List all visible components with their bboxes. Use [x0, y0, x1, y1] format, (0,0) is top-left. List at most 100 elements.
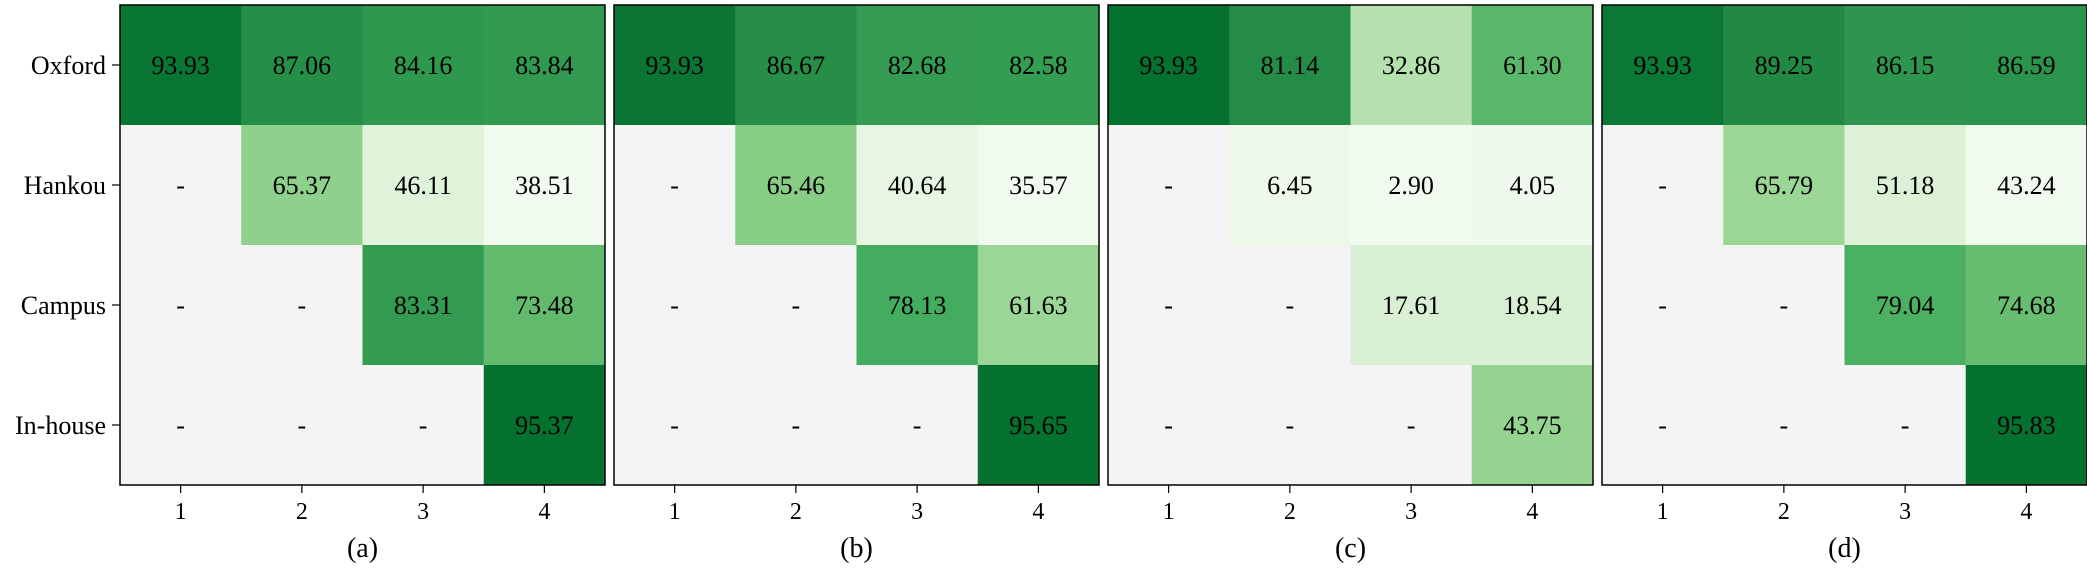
- heatmap-panel-a: 93.93 87.06 84.16 83.84 - 65.37 46.11 38.51 - - 83…: [112, 4, 606, 564]
- x-tick-label: 3: [417, 499, 429, 525]
- cell-value: -: [176, 171, 185, 200]
- heatmap-cell: [735, 245, 857, 366]
- heatmap-cell: [1108, 365, 1230, 486]
- cell-value: -: [298, 411, 307, 440]
- heatmap-cell: [977, 365, 1100, 486]
- cell-value: 40.64: [888, 171, 947, 200]
- heatmap-cell: [614, 5, 736, 126]
- cell-value: -: [1780, 291, 1789, 320]
- x-tick-label: 3: [911, 499, 923, 525]
- heatmap-cell: [120, 5, 242, 126]
- heatmap-cell: [1602, 245, 1724, 366]
- x-tick-label: 1: [1657, 499, 1669, 525]
- heatmap-cell: [735, 125, 857, 246]
- heatmap-cell: [120, 125, 242, 246]
- heatmap-cell: [1844, 245, 1967, 366]
- heatmap-cell: [120, 365, 242, 486]
- heatmap-cell: [483, 125, 606, 246]
- cell-value: 51.18: [1876, 171, 1935, 200]
- heatmap-cell: [241, 5, 363, 126]
- cell-value: 87.06: [273, 51, 332, 80]
- x-tick-label: 1: [669, 499, 681, 525]
- cell-value: -: [792, 411, 801, 440]
- heatmap-cell: [1602, 5, 1724, 126]
- panel-border: [1601, 4, 2087, 486]
- cell-value: 17.61: [1382, 291, 1441, 320]
- heatmap-cell: [1723, 5, 1845, 126]
- heatmap-cell: [1350, 245, 1473, 366]
- heatmap-cell: [1965, 5, 2087, 126]
- cell-value: -: [670, 171, 679, 200]
- cell-value: -: [1658, 411, 1667, 440]
- cell-value: -: [1286, 291, 1295, 320]
- heatmap-cell: [1108, 245, 1230, 366]
- x-tick-label: 4: [538, 499, 550, 525]
- cell-value: -: [1901, 411, 1910, 440]
- heatmap-cell: [241, 125, 363, 246]
- x-tick-label: 2: [790, 499, 802, 525]
- cell-value: 6.45: [1267, 171, 1313, 200]
- heatmap-cell: [362, 5, 485, 126]
- panel-label: (b): [840, 533, 873, 564]
- heatmap-cell: [856, 5, 979, 126]
- cell-value: -: [670, 291, 679, 320]
- heatmap-cell: [1471, 125, 1594, 246]
- cell-value: 95.65: [1009, 411, 1068, 440]
- heatmap-panel-c: 93.93 81.14 32.86 61.30 - 6.45 2.90 4.05 - - 17.61…: [1107, 4, 1594, 564]
- heatmap-cell: [1965, 365, 2087, 486]
- cell-value: 74.68: [1997, 291, 2056, 320]
- heatmap-cell: [614, 365, 736, 486]
- heatmap-cell: [977, 5, 1100, 126]
- cell-value: 65.37: [273, 171, 332, 200]
- heatmap-cell: [1471, 5, 1594, 126]
- heatmap-cell: [362, 245, 485, 366]
- heatmap-cell: [1723, 365, 1845, 486]
- x-tick-label: 4: [1526, 499, 1538, 525]
- heatmap-cell: [1471, 245, 1594, 366]
- panel-label: (a): [347, 533, 378, 564]
- cell-value: 35.57: [1009, 171, 1068, 200]
- cell-value: -: [1780, 411, 1789, 440]
- heatmap-cell: [1229, 125, 1351, 246]
- cell-value: 93.93: [151, 51, 210, 80]
- cell-value: 18.54: [1503, 291, 1562, 320]
- panel-label: (d): [1828, 533, 1861, 564]
- cell-value: 61.63: [1009, 291, 1068, 320]
- x-tick-label: 3: [1405, 499, 1417, 525]
- heatmap-cell: [1108, 5, 1230, 126]
- heatmap-cell: [241, 365, 363, 486]
- heatmap-cell: [1602, 365, 1724, 486]
- heatmap-cell: [1108, 125, 1230, 246]
- x-tick-label: 2: [1778, 499, 1790, 525]
- cell-value: 78.13: [888, 291, 947, 320]
- x-tick-label: 4: [1032, 499, 1044, 525]
- heatmap-cell: [362, 365, 485, 486]
- cell-value: 81.14: [1261, 51, 1320, 80]
- cell-value: -: [913, 411, 922, 440]
- x-tick-label: 1: [175, 499, 187, 525]
- row-label-oxford: Oxford: [31, 51, 106, 80]
- cell-value: 4.05: [1510, 171, 1556, 200]
- cell-value: 93.93: [1633, 51, 1692, 80]
- cell-value: 86.59: [1997, 51, 2056, 80]
- cell-value: 95.37: [515, 411, 574, 440]
- cell-value: 46.11: [394, 171, 452, 200]
- cell-value: -: [1164, 291, 1173, 320]
- cell-value: -: [1658, 171, 1667, 200]
- heatmap-cell: [977, 125, 1100, 246]
- cell-value: 84.16: [394, 51, 453, 80]
- cell-value: 93.93: [645, 51, 704, 80]
- cell-value: 65.79: [1755, 171, 1814, 200]
- row-label-in-house: In-house: [15, 411, 106, 440]
- cell-value: 86.15: [1876, 51, 1935, 80]
- heatmap-cell: [1229, 365, 1351, 486]
- heatmap-cell: [1350, 365, 1473, 486]
- heatmap-cell: [735, 365, 857, 486]
- heatmap-cell: [856, 125, 979, 246]
- cell-value: -: [1407, 411, 1416, 440]
- heatmap-cell: [1965, 125, 2087, 246]
- cell-value: 79.04: [1876, 291, 1935, 320]
- heatmap-cell: [1350, 5, 1473, 126]
- heatmap-panel-d: 93.93 89.25 86.15 86.59 - 65.79 51.18 43.24 - - 79…: [1601, 4, 2087, 564]
- heatmap-cell: [483, 365, 606, 486]
